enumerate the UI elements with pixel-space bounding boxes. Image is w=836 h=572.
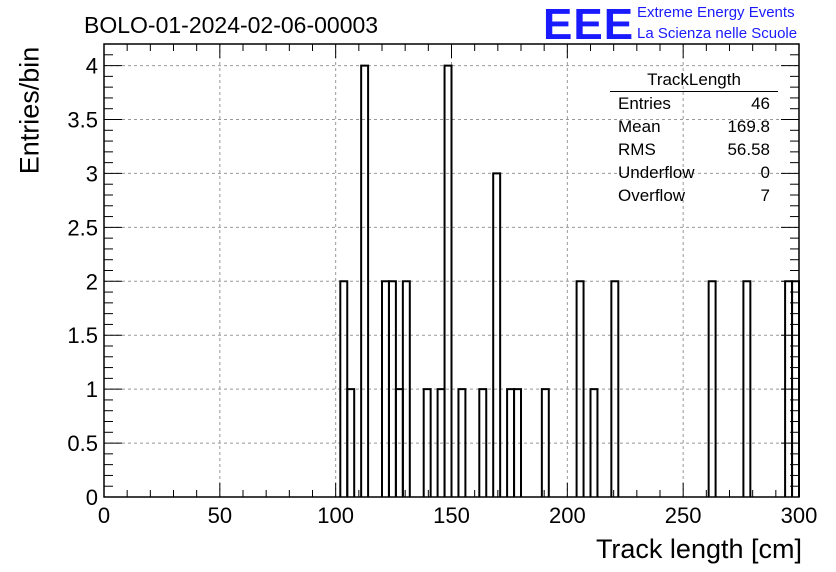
histogram-bin (401, 280, 411, 497)
logo-line-1: Extreme Energy Events (637, 4, 795, 21)
y-tick-label: 1 (86, 377, 98, 402)
stats-value: 169.8 (727, 117, 770, 136)
histogram-bin (707, 280, 717, 497)
stats-value: 7 (760, 186, 770, 205)
x-tick-label: 200 (549, 503, 586, 528)
x-tick-label: 100 (317, 503, 354, 528)
stats-label: Overflow (618, 186, 686, 205)
histogram-bin (443, 64, 453, 497)
histogram-bin (540, 388, 550, 497)
y-tick-label: 0 (86, 485, 98, 510)
stats-label: Mean (618, 117, 661, 136)
histogram-bin (346, 388, 356, 497)
grid-lines (104, 44, 799, 497)
histogram-bin (360, 64, 370, 497)
y-tick-label: 2 (86, 269, 98, 294)
stats-label: RMS (618, 140, 656, 159)
stats-value: 46 (751, 94, 770, 113)
stats-title: TrackLength (610, 70, 778, 92)
histogram-bin (575, 280, 585, 497)
x-axis-ticks: 0 50 100 150 200 250 300 (98, 44, 817, 528)
stats-box: TrackLength Entries 46 Mean 169.8 RMS 56… (610, 70, 778, 207)
x-tick-label: 50 (208, 503, 232, 528)
histogram-bin (742, 280, 752, 497)
stats-row-overflow: Overflow 7 (610, 184, 778, 207)
y-axis-ticks: 0 0.5 1 1.5 2 2.5 3 3.5 4 (67, 54, 799, 510)
stats-label: Entries (618, 94, 671, 113)
histogram-bin (478, 388, 488, 497)
y-tick-label: 3 (86, 161, 98, 186)
y-tick-label: 2.5 (67, 215, 98, 240)
logo-line-2: La Scienza nelle Scuole (637, 25, 798, 42)
histogram-bin (457, 388, 467, 497)
stats-row-mean: Mean 169.8 (610, 115, 778, 138)
x-tick-label: 150 (433, 503, 470, 528)
histogram-bin (492, 172, 502, 497)
histogram-bin (589, 388, 599, 497)
y-tick-label: 0.5 (67, 431, 98, 456)
stats-row-rms: RMS 56.58 (610, 138, 778, 161)
stats-value: 56.58 (727, 140, 770, 159)
histogram-bin (610, 280, 620, 497)
x-tick-label: 300 (781, 503, 818, 528)
stats-label: Underflow (618, 163, 695, 182)
stats-row-underflow: Underflow 0 (610, 161, 778, 184)
eee-logo: EEE (543, 0, 635, 49)
chart-title: BOLO-01-2024-02-06-00003 (84, 12, 379, 38)
y-tick-label: 4 (86, 54, 98, 79)
x-axis-label: Track length [cm] (595, 534, 802, 564)
stats-value: 0 (760, 163, 770, 182)
y-tick-label: 1.5 (67, 323, 98, 348)
stats-row-entries: Entries 46 (610, 92, 778, 115)
histogram-bin (513, 388, 522, 497)
histogram-bin (422, 388, 432, 497)
y-tick-label: 3.5 (67, 108, 98, 133)
x-tick-label: 0 (98, 503, 110, 528)
x-tick-label: 250 (665, 503, 702, 528)
